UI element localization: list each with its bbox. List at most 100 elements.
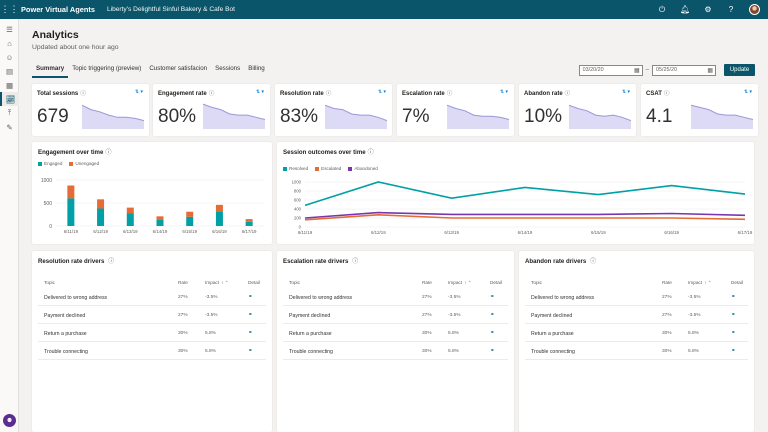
app-launcher-icon[interactable]: ⋮⋮ (0, 4, 19, 14)
tab-summary[interactable]: Summary (32, 65, 69, 78)
bar-unengaged[interactable] (186, 211, 194, 217)
table-row[interactable]: Trouble connecting 30% 5.8% ⚭ (283, 343, 508, 360)
sort-icon[interactable]: ↑ ⌃ (704, 280, 712, 285)
topic-cell[interactable]: Delivered to wrong address (289, 295, 353, 301)
info-icon[interactable]: ⓘ (80, 91, 86, 97)
avatar[interactable] (749, 4, 760, 15)
table-row[interactable]: Delivered to wrong address 27% -3.5% ⚭ (38, 289, 266, 306)
detail-link-icon[interactable]: ⚭ (248, 348, 253, 354)
detail-link-icon[interactable]: ⚭ (731, 312, 736, 318)
topic-cell[interactable]: Delivered to wrong address (44, 295, 108, 301)
table-row[interactable]: Return a purchase 30% 5.8% ⚭ (283, 325, 508, 342)
column-header-rate[interactable]: Rate (178, 280, 188, 285)
detail-link-icon[interactable]: ⚭ (248, 312, 253, 318)
bot-icon[interactable]: ☺ (5, 52, 14, 62)
info-icon[interactable]: ⓘ (588, 258, 597, 265)
tab-billing[interactable]: Billing (248, 65, 265, 72)
bar-engaged[interactable] (156, 220, 164, 226)
sort-icon[interactable]: ↑ ⌃ (221, 280, 229, 285)
tab-customer-satisfaction[interactable]: Customer satisfacion (149, 65, 208, 72)
topic-cell[interactable]: Payment declined (531, 313, 573, 319)
table-row[interactable]: Delivered to wrong address 27% -3.5% ⚭ (525, 289, 748, 306)
bar-unengaged[interactable] (245, 219, 253, 222)
series-line-abandoned[interactable] (304, 211, 746, 219)
column-header-topic[interactable]: Topic (289, 280, 300, 285)
topics-icon[interactable]: ▤ (5, 66, 14, 76)
manage-icon[interactable]: ✎ (6, 122, 13, 132)
analytics-icon[interactable]: 📈︎ (0, 92, 19, 106)
environment-icon[interactable]: ⏻ (658, 4, 666, 14)
hamburger-menu-icon[interactable]: ☰ (6, 24, 13, 34)
app-title[interactable]: Power Virtual Agents (21, 5, 95, 14)
info-icon[interactable]: ⓘ (208, 91, 215, 97)
info-icon[interactable]: ⓘ (325, 91, 332, 97)
chart-toggle-icon[interactable]: ⇅ ▾ (377, 89, 386, 95)
detail-link-icon[interactable]: ⚭ (490, 294, 495, 300)
sort-icon[interactable]: ↑ ⌃ (464, 280, 472, 285)
table-row[interactable]: Return a purchase 30% 5.8% ⚭ (525, 325, 748, 342)
entities-icon[interactable]: ▦ (5, 80, 14, 90)
table-row[interactable]: Trouble connecting 30% 5.8% ⚭ (38, 343, 266, 360)
detail-link-icon[interactable]: ⚭ (248, 294, 253, 300)
chart-toggle-icon[interactable]: ⇅ ▾ (134, 89, 143, 95)
table-row[interactable]: Delivered to wrong address 27% -3.5% ⚭ (283, 289, 508, 306)
info-icon[interactable]: ⓘ (367, 149, 374, 156)
bar-engaged[interactable] (97, 208, 105, 226)
column-header-topic[interactable]: Topic (531, 280, 542, 285)
bar-engaged[interactable] (186, 216, 194, 226)
start-date-field[interactable]: 03/20/20 ▦ (578, 64, 643, 76)
chart-toggle-icon[interactable]: ⇅ ▾ (499, 89, 508, 95)
info-icon[interactable]: ⓘ (350, 258, 359, 265)
topic-cell[interactable]: Trouble connecting (289, 349, 333, 355)
bar-unengaged[interactable] (67, 185, 75, 199)
table-row[interactable]: Return a purchase 30% 5.8% ⚭ (38, 325, 266, 342)
info-icon[interactable]: ⓘ (446, 91, 453, 97)
topic-cell[interactable]: Payment declined (289, 313, 331, 319)
column-header-impact[interactable]: Impact ↑ ⌃ (205, 280, 229, 286)
help-icon[interactable]: ? (728, 5, 734, 14)
settings-icon[interactable]: ⚙ (704, 5, 712, 14)
tab-sessions[interactable]: Sessions (215, 65, 241, 72)
chart-toggle-icon[interactable]: ⇅ ▾ (621, 89, 630, 95)
bar-unengaged[interactable] (156, 216, 164, 221)
calendar-icon[interactable]: ▦ (633, 67, 640, 74)
detail-link-icon[interactable]: ⚭ (490, 312, 495, 318)
detail-link-icon[interactable]: ⚭ (731, 348, 736, 354)
info-icon[interactable]: ⓘ (105, 149, 112, 156)
column-header-impact[interactable]: Impact ↑ ⌃ (448, 280, 472, 286)
notifications-icon[interactable]: 🔔︎ (680, 5, 691, 14)
home-icon[interactable]: ⌂ (7, 38, 12, 48)
bar-engaged[interactable] (126, 213, 134, 226)
detail-link-icon[interactable]: ⚭ (731, 330, 736, 336)
bar-engaged[interactable] (245, 221, 253, 226)
column-header-rate[interactable]: Rate (422, 280, 432, 285)
topic-cell[interactable]: Return a purchase (289, 331, 332, 337)
bar-engaged[interactable] (67, 198, 75, 226)
table-row[interactable]: Trouble connecting 30% 5.8% ⚭ (525, 343, 748, 360)
column-header-topic[interactable]: Topic (44, 280, 55, 285)
topic-cell[interactable]: Payment declined (44, 313, 86, 319)
bar-unengaged[interactable] (215, 204, 223, 212)
topic-cell[interactable]: Trouble connecting (44, 349, 88, 355)
table-row[interactable]: Payment declined 27% -3.5% ⚭ (525, 307, 748, 324)
topic-cell[interactable]: Return a purchase (531, 331, 574, 337)
chart-toggle-icon[interactable]: ⇅ ▾ (255, 89, 264, 95)
bot-name[interactable]: Liberty's Delightful Sinful Bakery & Caf… (106, 6, 236, 13)
detail-link-icon[interactable]: ⚭ (248, 330, 253, 336)
detail-link-icon[interactable]: ⚭ (731, 294, 736, 300)
topic-cell[interactable]: Return a purchase (44, 331, 87, 337)
table-row[interactable]: Payment declined 27% -3.5% ⚭ (283, 307, 508, 324)
info-icon[interactable]: ⓘ (663, 91, 670, 97)
info-icon[interactable]: ⓘ (106, 258, 115, 265)
detail-link-icon[interactable]: ⚭ (490, 330, 495, 336)
publish-icon[interactable]: ⤒ (7, 108, 12, 117)
topic-cell[interactable]: Trouble connecting (531, 349, 575, 355)
bar-engaged[interactable] (215, 211, 223, 226)
update-button[interactable]: Update (724, 64, 755, 76)
chart-toggle-icon[interactable]: ⇅ ▾ (743, 89, 752, 95)
column-header-rate[interactable]: Rate (662, 280, 672, 285)
series-line-escalated[interactable] (304, 213, 746, 221)
detail-link-icon[interactable]: ⚭ (490, 348, 495, 354)
end-date-field[interactable]: 05/25/20 ▦ (652, 64, 716, 76)
calendar-icon[interactable]: ▦ (707, 67, 713, 74)
